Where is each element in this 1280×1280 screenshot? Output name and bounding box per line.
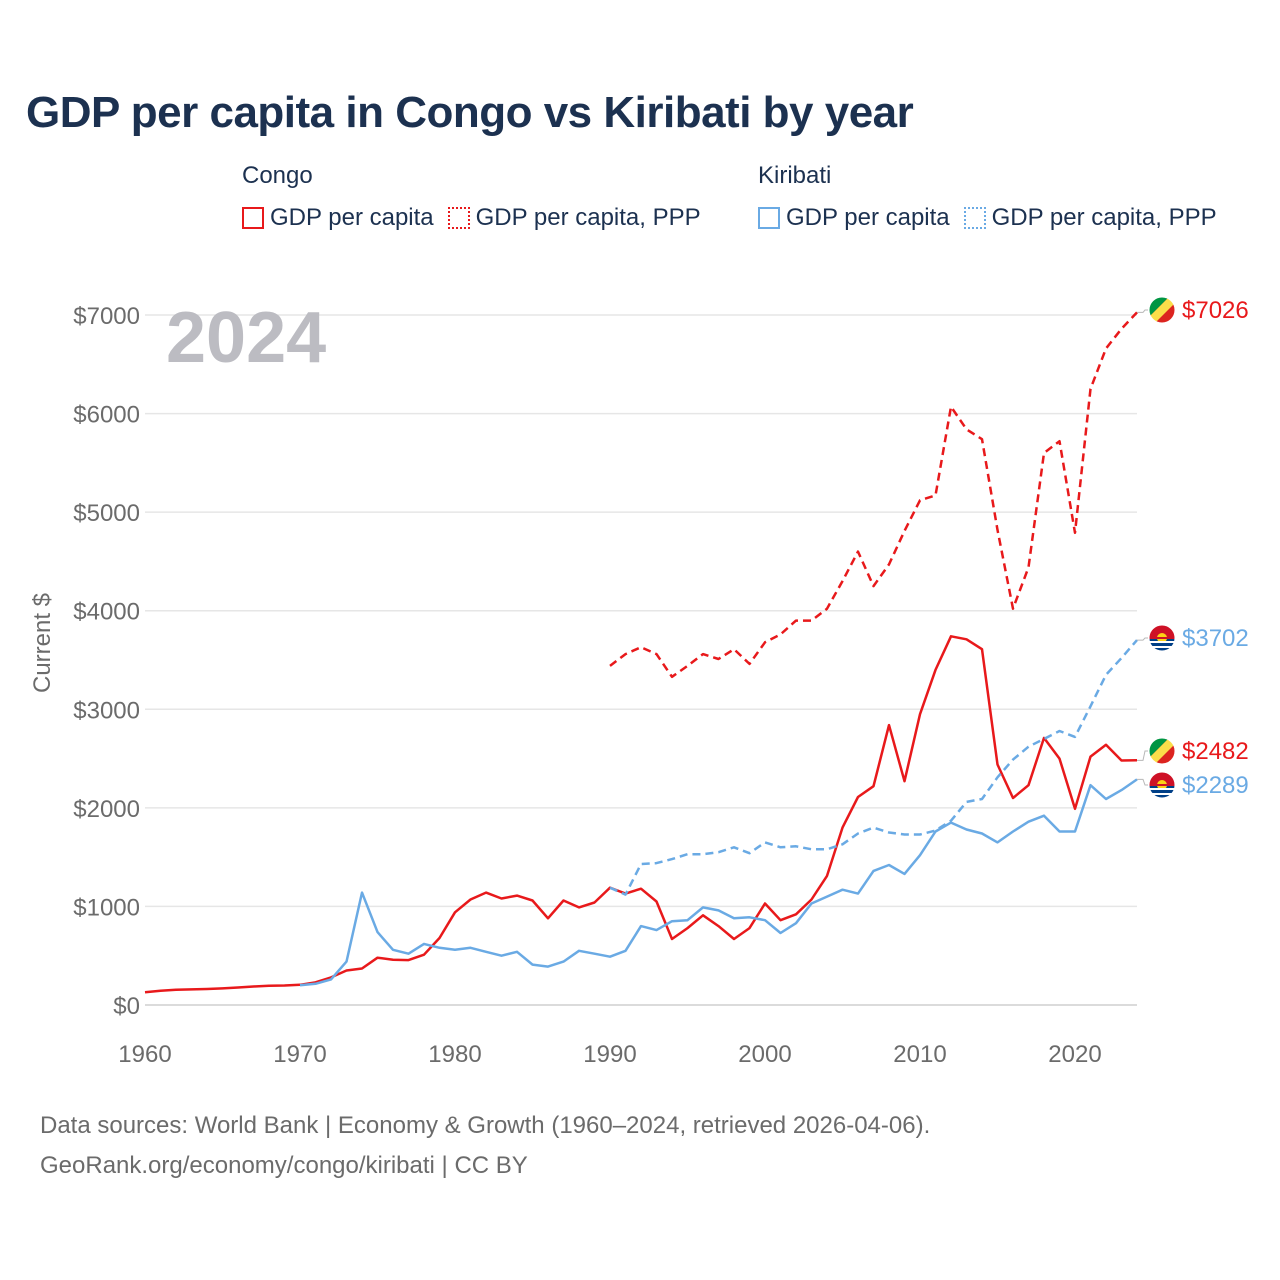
x-tick-label: 1990 xyxy=(583,1041,636,1068)
legend-label: GDP per capita, PPP xyxy=(991,204,1217,231)
footer-sources: Data sources: World Bank | Economy & Gro… xyxy=(40,1112,931,1139)
x-tick-label: 1970 xyxy=(273,1041,326,1068)
y-axis-label: Current $ xyxy=(29,593,56,693)
series-line-congo-gdp-per-capita[interactable] xyxy=(144,635,1138,994)
end-labels: $2482 $7026 $2289 $3702 xyxy=(1137,296,1249,799)
series-line-kiribati-gdp-per-capita-ppp[interactable] xyxy=(609,639,1138,896)
legend-label: GDP per capita xyxy=(270,204,434,231)
series-line-kiribati-gdp-per-capita[interactable] xyxy=(299,778,1138,987)
grid xyxy=(145,314,1137,1006)
x-tick-label: 1980 xyxy=(428,1041,481,1068)
series-group xyxy=(144,311,1138,994)
legend-group-label: Kiribati xyxy=(758,162,832,189)
x-tick-label: 2010 xyxy=(893,1041,946,1068)
series-line-congo-gdp-per-capita-ppp[interactable] xyxy=(609,311,1138,679)
legend-item-kiribati-gdp-ppp[interactable]: GDP per capita, PPP xyxy=(963,204,1217,232)
y-tick-label: $3000 xyxy=(73,697,140,724)
legend-label: GDP per capita xyxy=(786,204,950,231)
end-label-connector xyxy=(1137,778,1148,786)
x-tick-label: 2000 xyxy=(738,1041,791,1068)
congo-flag-icon xyxy=(1148,737,1176,765)
legend-swatch-dotted xyxy=(963,207,986,229)
chart-title: GDP per capita in Congo vs Kiribati by y… xyxy=(26,88,914,137)
x-tick-label: 1960 xyxy=(118,1041,171,1068)
legend-item-congo-gdp[interactable]: GDP per capita xyxy=(242,204,434,232)
y-tick-label: $7000 xyxy=(73,303,140,330)
year-watermark: 2024 xyxy=(166,298,326,378)
legend-group-label: Congo xyxy=(242,162,313,189)
y-tick-label: $0 xyxy=(113,993,140,1020)
kiribati-flag-icon xyxy=(1148,624,1176,652)
footer-link[interactable]: GeoRank.org/economy/congo/kiribati | CC … xyxy=(40,1152,528,1179)
end-value-label: $2482 xyxy=(1182,738,1249,765)
end-label-connector xyxy=(1137,750,1148,761)
legend-label: GDP per capita, PPP xyxy=(475,204,701,231)
end-value-label: $7026 xyxy=(1182,297,1249,324)
legend-item-congo-gdp-ppp[interactable]: GDP per capita, PPP xyxy=(447,204,701,232)
footer: Data sources: World Bank | Economy & Gro… xyxy=(40,1106,930,1186)
legend-group-congo: Congo GDP per capita GDP per capita, PPP xyxy=(242,162,715,232)
y-tick-label: $6000 xyxy=(73,402,140,429)
legend-item-kiribati-gdp[interactable]: GDP per capita xyxy=(758,204,950,232)
kiribati-flag-icon xyxy=(1148,771,1176,799)
legend-swatch-solid xyxy=(758,207,780,229)
y-tick-label: $5000 xyxy=(73,500,140,527)
y-axis: $0 $1000 $2000 $3000 $4000 $5000 $6000 $7000 xyxy=(73,303,140,1020)
y-tick-label: $2000 xyxy=(73,796,140,823)
legend-swatch-solid xyxy=(242,207,264,229)
end-value-label: $3702 xyxy=(1182,625,1249,652)
legend-swatch-dotted xyxy=(447,207,470,229)
legend-group-kiribati: Kiribati GDP per capita GDP per capita, … xyxy=(758,162,1231,232)
end-label-connector xyxy=(1137,637,1148,641)
x-axis: 1960 1970 1980 1990 2000 2010 2020 xyxy=(118,1041,1101,1068)
y-tick-label: $4000 xyxy=(73,599,140,626)
congo-flag-icon xyxy=(1148,296,1176,324)
y-tick-label: $1000 xyxy=(73,894,140,921)
end-label-connector xyxy=(1137,309,1148,313)
end-value-label: $2289 xyxy=(1182,772,1249,799)
x-tick-label: 2020 xyxy=(1048,1041,1101,1068)
